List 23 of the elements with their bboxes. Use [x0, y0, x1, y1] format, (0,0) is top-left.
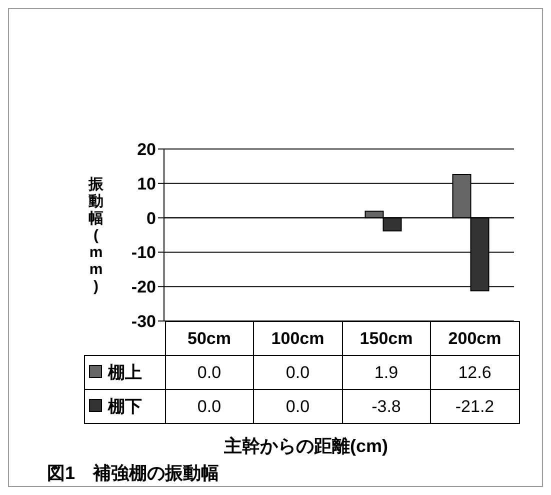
- y-tick-label: 10: [137, 174, 156, 194]
- x-tick-label: 50cm: [165, 322, 254, 356]
- data-label: 0.0: [254, 356, 342, 390]
- data-label: 1.9: [342, 356, 430, 390]
- data-label: 0.0: [165, 390, 254, 424]
- x-tick-label: 200cm: [430, 322, 519, 356]
- legend-label: 棚下: [84, 390, 165, 424]
- legend-label: 棚上: [84, 356, 165, 390]
- y-tick-label: 0: [146, 208, 156, 228]
- x-axis-title: 主幹からの距離(cm): [224, 435, 388, 458]
- y-tick-label: 20: [137, 140, 156, 160]
- data-label: 0.0: [165, 356, 254, 390]
- y-tick-label: -10: [131, 243, 156, 262]
- x-tick-label: 150cm: [342, 322, 430, 356]
- y-tick-label: -20: [131, 278, 156, 297]
- data-label: -21.2: [430, 390, 519, 424]
- data-label: 0.0: [254, 390, 342, 424]
- caption: 図1 補強棚の振動幅: [47, 462, 220, 485]
- data-label: 12.6: [430, 356, 519, 390]
- data-label: -3.8: [342, 390, 430, 424]
- y-tick-label: -30: [131, 312, 156, 332]
- y-axis-title: 振動幅(mm): [88, 176, 104, 294]
- x-tick-label: 100cm: [254, 322, 342, 356]
